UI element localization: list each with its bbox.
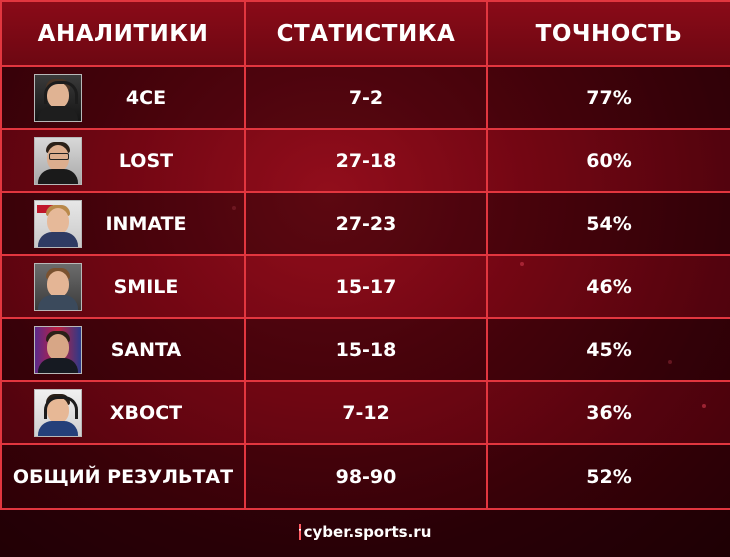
analysts-accuracy-table: АНАЛИТИКИ СТАТИСТИКА ТОЧНОСТЬ 4CE 7-2 — [0, 0, 730, 510]
table-header-row: АНАЛИТИКИ СТАТИСТИКА ТОЧНОСТЬ — [0, 0, 730, 67]
table-row: LOST 27-18 60% — [0, 128, 730, 193]
accuracy-cell: 36% — [486, 380, 730, 445]
analyst-photo-glasses — [34, 136, 82, 185]
analyst-cell: INMATE — [0, 191, 246, 256]
accuracy-cell: 54% — [486, 191, 730, 256]
analyst-name: SANTA — [110, 338, 182, 361]
analyst-cell: XBOCT — [0, 380, 246, 445]
table-row: SANTA 15-18 45% — [0, 317, 730, 382]
analyst-photo-headset — [34, 388, 82, 437]
analyst-photo — [34, 199, 82, 248]
stats-cell: 27-23 — [244, 191, 488, 256]
analyst-cell: SANTA — [0, 317, 246, 382]
analyst-photo-headset — [34, 73, 82, 122]
source-credit: cyber.sports.ru — [0, 523, 730, 541]
table-row: 4CE 7-2 77% — [0, 65, 730, 130]
analyst-cell: LOST — [0, 128, 246, 193]
table-row: SMILE 15-17 46% — [0, 254, 730, 319]
stats-cell: 7-2 — [244, 65, 488, 130]
accuracy-cell: 46% — [486, 254, 730, 319]
accuracy-cell: 77% — [486, 65, 730, 130]
header-analysts: АНАЛИТИКИ — [0, 0, 246, 67]
stats-cell: 7-12 — [244, 380, 488, 445]
analyst-name: LOST — [118, 149, 174, 172]
analyst-photo — [34, 262, 82, 311]
stats-cell: 15-17 — [244, 254, 488, 319]
analyst-name: 4CE — [125, 86, 167, 109]
total-stats: 98-90 — [244, 443, 488, 510]
accuracy-cell: 45% — [486, 317, 730, 382]
stats-cell: 15-18 — [244, 317, 488, 382]
accuracy-cell: 60% — [486, 128, 730, 193]
analyst-name: XBOCT — [109, 401, 183, 424]
analyst-name: SMILE — [113, 275, 179, 298]
analyst-name: INMATE — [105, 212, 187, 235]
analyst-cell: SMILE — [0, 254, 246, 319]
table-row: INMATE 27-23 54% — [0, 191, 730, 256]
header-accuracy: ТОЧНОСТЬ — [486, 0, 730, 67]
sports-ru-bar-icon — [298, 524, 301, 540]
header-stats: СТАТИСТИКА — [244, 0, 488, 67]
total-label: ОБЩИЙ РЕЗУЛЬТАТ — [0, 443, 246, 510]
analyst-photo-studio — [34, 325, 82, 374]
table-row: XBOCT 7-12 36% — [0, 380, 730, 445]
analyst-cell: 4CE — [0, 65, 246, 130]
stats-cell: 27-18 — [244, 128, 488, 193]
total-row: ОБЩИЙ РЕЗУЛЬТАТ 98-90 52% — [0, 443, 730, 510]
source-text: cyber.sports.ru — [303, 523, 432, 541]
footer-band — [0, 510, 730, 557]
total-accuracy: 52% — [486, 443, 730, 510]
